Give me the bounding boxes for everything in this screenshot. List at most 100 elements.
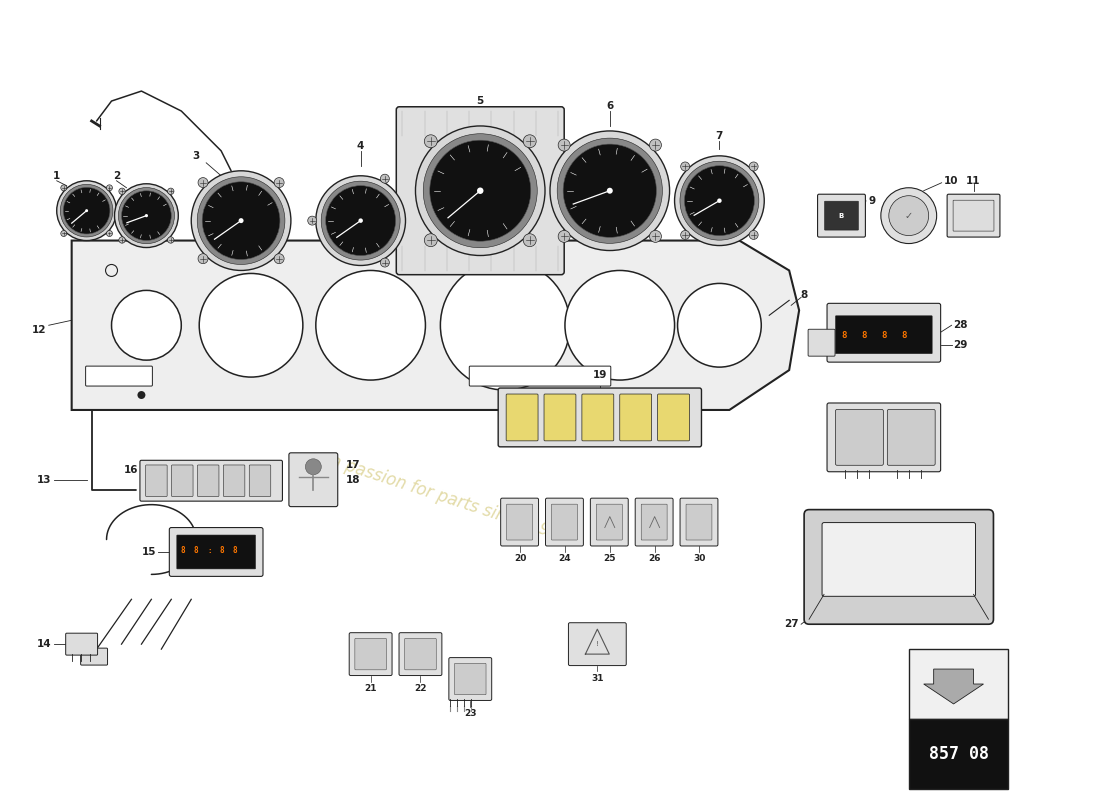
FancyBboxPatch shape bbox=[289, 453, 338, 506]
Circle shape bbox=[119, 187, 175, 244]
Circle shape bbox=[326, 186, 396, 256]
Circle shape bbox=[111, 290, 182, 360]
Text: 857 08: 857 08 bbox=[928, 745, 989, 762]
Text: 17: 17 bbox=[345, 460, 361, 470]
Circle shape bbox=[316, 270, 426, 380]
Text: 30: 30 bbox=[693, 554, 706, 563]
Text: !: ! bbox=[596, 641, 598, 647]
Text: 8: 8 bbox=[861, 330, 867, 340]
Circle shape bbox=[558, 230, 570, 242]
Text: 4: 4 bbox=[358, 141, 364, 151]
Text: 8: 8 bbox=[801, 290, 807, 300]
FancyBboxPatch shape bbox=[145, 465, 167, 497]
Text: 20: 20 bbox=[514, 554, 526, 563]
Circle shape bbox=[681, 162, 690, 171]
FancyBboxPatch shape bbox=[86, 366, 153, 386]
FancyBboxPatch shape bbox=[635, 498, 673, 546]
Circle shape bbox=[430, 140, 531, 242]
Circle shape bbox=[167, 188, 174, 194]
Circle shape bbox=[274, 178, 284, 187]
FancyBboxPatch shape bbox=[544, 394, 576, 441]
FancyBboxPatch shape bbox=[349, 633, 392, 675]
Circle shape bbox=[119, 188, 125, 194]
FancyBboxPatch shape bbox=[399, 633, 442, 675]
Circle shape bbox=[889, 196, 928, 235]
FancyBboxPatch shape bbox=[396, 106, 564, 274]
Circle shape bbox=[674, 156, 764, 246]
Text: 8: 8 bbox=[182, 546, 186, 555]
FancyBboxPatch shape bbox=[827, 303, 940, 362]
FancyBboxPatch shape bbox=[596, 504, 623, 540]
FancyBboxPatch shape bbox=[454, 663, 486, 694]
Circle shape bbox=[440, 261, 570, 390]
FancyBboxPatch shape bbox=[470, 366, 610, 386]
Circle shape bbox=[359, 218, 363, 223]
Circle shape bbox=[198, 178, 208, 187]
Circle shape bbox=[60, 184, 113, 237]
Circle shape bbox=[167, 237, 174, 243]
FancyBboxPatch shape bbox=[66, 633, 98, 655]
Circle shape bbox=[274, 254, 284, 264]
FancyBboxPatch shape bbox=[172, 465, 192, 497]
FancyBboxPatch shape bbox=[569, 622, 626, 666]
FancyBboxPatch shape bbox=[953, 200, 994, 231]
FancyBboxPatch shape bbox=[582, 394, 614, 441]
FancyBboxPatch shape bbox=[177, 535, 255, 569]
FancyBboxPatch shape bbox=[591, 498, 628, 546]
Text: 8: 8 bbox=[881, 330, 887, 340]
Text: 8: 8 bbox=[901, 330, 906, 340]
Text: 29: 29 bbox=[954, 340, 968, 350]
FancyBboxPatch shape bbox=[498, 388, 702, 447]
Text: 11: 11 bbox=[966, 176, 981, 186]
Text: 10: 10 bbox=[944, 176, 958, 186]
FancyBboxPatch shape bbox=[686, 504, 712, 540]
FancyBboxPatch shape bbox=[506, 394, 538, 441]
FancyBboxPatch shape bbox=[619, 394, 651, 441]
FancyBboxPatch shape bbox=[80, 648, 108, 665]
FancyBboxPatch shape bbox=[827, 403, 940, 472]
Text: 18: 18 bbox=[345, 474, 360, 485]
Circle shape bbox=[749, 162, 758, 171]
Text: 9: 9 bbox=[869, 196, 876, 206]
Circle shape bbox=[550, 131, 670, 250]
Circle shape bbox=[477, 187, 484, 194]
Circle shape bbox=[199, 274, 302, 377]
Circle shape bbox=[381, 258, 389, 267]
Text: 23: 23 bbox=[464, 709, 476, 718]
Text: 13: 13 bbox=[37, 474, 52, 485]
Circle shape bbox=[607, 188, 613, 194]
Text: 7: 7 bbox=[716, 131, 723, 141]
FancyBboxPatch shape bbox=[909, 719, 1009, 789]
Circle shape bbox=[202, 182, 279, 259]
Circle shape bbox=[717, 198, 722, 203]
FancyBboxPatch shape bbox=[947, 194, 1000, 237]
Circle shape bbox=[64, 187, 110, 234]
Circle shape bbox=[107, 230, 112, 237]
Circle shape bbox=[114, 184, 178, 247]
Polygon shape bbox=[72, 241, 799, 410]
Text: 5: 5 bbox=[476, 96, 484, 106]
Text: 2: 2 bbox=[113, 170, 120, 181]
Circle shape bbox=[524, 234, 536, 246]
Text: 21: 21 bbox=[364, 684, 377, 693]
FancyBboxPatch shape bbox=[355, 638, 386, 670]
Circle shape bbox=[681, 230, 690, 239]
Circle shape bbox=[198, 254, 208, 264]
FancyBboxPatch shape bbox=[641, 504, 667, 540]
FancyBboxPatch shape bbox=[825, 201, 858, 230]
Circle shape bbox=[321, 181, 400, 260]
Text: ✓: ✓ bbox=[904, 210, 913, 221]
Text: 25: 25 bbox=[604, 554, 616, 563]
Circle shape bbox=[191, 170, 290, 270]
Text: 14: 14 bbox=[37, 639, 52, 649]
FancyBboxPatch shape bbox=[197, 465, 219, 497]
Text: :: : bbox=[207, 546, 211, 555]
Circle shape bbox=[558, 138, 662, 243]
FancyBboxPatch shape bbox=[888, 410, 935, 466]
FancyBboxPatch shape bbox=[551, 504, 578, 540]
Text: B: B bbox=[838, 213, 844, 218]
Circle shape bbox=[306, 458, 321, 474]
FancyBboxPatch shape bbox=[405, 638, 437, 670]
FancyBboxPatch shape bbox=[817, 194, 866, 237]
Text: 22: 22 bbox=[415, 684, 427, 693]
